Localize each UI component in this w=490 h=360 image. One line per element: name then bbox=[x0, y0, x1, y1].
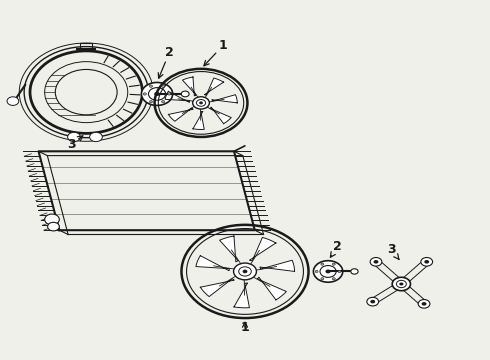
Circle shape bbox=[418, 300, 430, 308]
Polygon shape bbox=[204, 78, 223, 95]
Circle shape bbox=[162, 85, 165, 87]
Circle shape bbox=[392, 277, 411, 291]
Circle shape bbox=[193, 97, 209, 109]
Polygon shape bbox=[212, 95, 237, 103]
Circle shape bbox=[421, 302, 426, 306]
Polygon shape bbox=[193, 111, 204, 130]
Polygon shape bbox=[257, 277, 286, 300]
Circle shape bbox=[142, 82, 172, 105]
Circle shape bbox=[321, 278, 324, 280]
Circle shape bbox=[373, 260, 378, 264]
Circle shape bbox=[315, 270, 318, 273]
Polygon shape bbox=[169, 108, 193, 121]
Circle shape bbox=[332, 263, 335, 265]
Text: 3: 3 bbox=[67, 136, 83, 150]
Circle shape bbox=[162, 100, 165, 103]
Text: 1: 1 bbox=[204, 39, 227, 66]
Text: 2: 2 bbox=[158, 46, 173, 78]
Circle shape bbox=[154, 92, 160, 96]
Circle shape bbox=[243, 270, 247, 273]
Circle shape bbox=[325, 270, 331, 273]
Polygon shape bbox=[165, 91, 190, 102]
Circle shape bbox=[321, 263, 324, 265]
Circle shape bbox=[181, 91, 189, 97]
Circle shape bbox=[168, 93, 171, 95]
Circle shape bbox=[149, 85, 152, 87]
Circle shape bbox=[332, 278, 335, 280]
Circle shape bbox=[68, 132, 80, 141]
Text: 2: 2 bbox=[330, 240, 342, 257]
Circle shape bbox=[370, 300, 375, 303]
Circle shape bbox=[314, 261, 343, 282]
Circle shape bbox=[367, 297, 379, 306]
Circle shape bbox=[143, 93, 147, 95]
Circle shape bbox=[399, 283, 403, 285]
Circle shape bbox=[7, 97, 19, 105]
Circle shape bbox=[421, 257, 433, 266]
Circle shape bbox=[90, 132, 102, 141]
Circle shape bbox=[48, 222, 59, 231]
Circle shape bbox=[424, 260, 429, 264]
Polygon shape bbox=[200, 279, 234, 297]
Polygon shape bbox=[249, 237, 276, 261]
Circle shape bbox=[55, 69, 117, 115]
Polygon shape bbox=[182, 77, 196, 96]
Polygon shape bbox=[210, 107, 231, 124]
Polygon shape bbox=[196, 256, 229, 271]
Circle shape bbox=[199, 102, 202, 104]
Circle shape bbox=[338, 270, 341, 273]
Text: 1: 1 bbox=[241, 320, 249, 333]
Polygon shape bbox=[260, 260, 294, 271]
Circle shape bbox=[149, 100, 152, 103]
Polygon shape bbox=[220, 236, 238, 262]
Circle shape bbox=[370, 257, 382, 266]
Circle shape bbox=[234, 263, 256, 280]
Polygon shape bbox=[234, 283, 249, 308]
Text: 3: 3 bbox=[387, 243, 399, 260]
Circle shape bbox=[351, 269, 358, 274]
Circle shape bbox=[45, 214, 59, 225]
